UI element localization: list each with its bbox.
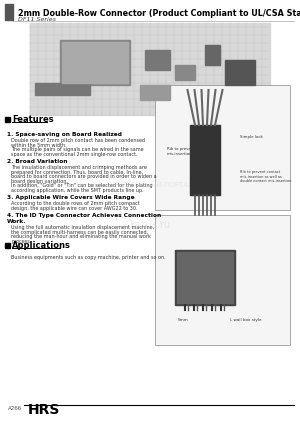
Bar — [190, 125, 220, 195]
Bar — [5, 4, 13, 20]
Text: the complicated multi-harness can be easily connected,: the complicated multi-harness can be eas… — [11, 230, 148, 235]
Text: ЭЛЕКТРОННЫЙ ПОРТАЛ: ЭЛЕКТРОННЫЙ ПОРТАЛ — [107, 181, 193, 188]
Text: design, the applicable wire can cover AWG22 to 30.: design, the applicable wire can cover AW… — [11, 206, 137, 210]
Text: The multiple pairs of signals can be wired in the same: The multiple pairs of signals can be wir… — [11, 147, 144, 152]
Text: L wall box style: L wall box style — [230, 318, 262, 322]
Text: Double row of 2mm pitch contact has been condensed: Double row of 2mm pitch contact has been… — [11, 138, 145, 143]
Text: In addition, "Gold" or "Tin" can be selected for the plating: In addition, "Gold" or "Tin" can be sele… — [11, 183, 153, 188]
Bar — [155, 85, 290, 210]
Text: Work.: Work. — [7, 219, 26, 224]
Bar — [5, 117, 10, 122]
Text: reducing the man-hour and eliminating the manual work: reducing the man-hour and eliminating th… — [11, 234, 151, 239]
Text: process.: process. — [11, 238, 31, 244]
Bar — [175, 65, 195, 80]
Text: Using the full automatic insulation displacement machine,: Using the full automatic insulation disp… — [11, 225, 154, 230]
Text: within the 5mm width.: within the 5mm width. — [11, 142, 67, 147]
Bar — [140, 85, 170, 100]
Text: Rib to prevent contact
mis-insertion as well as
double contact mis-insertion: Rib to prevent contact mis-insertion as … — [240, 170, 291, 183]
Text: 2mm Double-Row Connector (Product Compliant to UL/CSA Standard): 2mm Double-Row Connector (Product Compli… — [18, 8, 300, 17]
Text: board to board connectors are provided in order to widen a: board to board connectors are provided i… — [11, 174, 157, 179]
Bar — [62, 42, 128, 83]
Bar — [175, 250, 235, 305]
Text: Features: Features — [12, 114, 54, 124]
Bar — [145, 50, 170, 70]
Bar — [225, 60, 255, 85]
Text: 5mm: 5mm — [178, 318, 189, 322]
Text: Applications: Applications — [12, 241, 71, 249]
Bar — [60, 40, 130, 85]
Text: The insulation displacement and crimping methods are: The insulation displacement and crimping… — [11, 165, 147, 170]
Text: DF11 Series: DF11 Series — [18, 17, 56, 22]
Text: Simple lock: Simple lock — [240, 135, 263, 139]
Bar — [205, 45, 220, 65]
Text: HRS: HRS — [28, 403, 60, 417]
Text: 2. Broad Variation: 2. Broad Variation — [7, 159, 68, 164]
Text: 1. Space-saving on Board Realized: 1. Space-saving on Board Realized — [7, 132, 122, 137]
Text: According to the double rows of 2mm pitch compact: According to the double rows of 2mm pitc… — [11, 201, 140, 206]
Text: Rib to prevent
mis-insertion: Rib to prevent mis-insertion — [167, 147, 195, 156]
Text: according application, while the SMT products line up.: according application, while the SMT pro… — [11, 187, 144, 193]
Bar — [155, 215, 290, 345]
Text: 3. Applicable Wire Covers Wide Range: 3. Applicable Wire Covers Wide Range — [7, 195, 135, 200]
Text: prepared for connection. Thus, board to cable, In-line,: prepared for connection. Thus, board to … — [11, 170, 143, 175]
Text: board design variation.: board design variation. — [11, 178, 68, 184]
Bar — [35, 83, 90, 95]
Bar — [30, 23, 270, 115]
Text: Business equipments such as copy machine, printer and so on.: Business equipments such as copy machine… — [11, 255, 166, 260]
Text: A266: A266 — [8, 406, 22, 411]
Text: space as the conventional 2mm single-row contact.: space as the conventional 2mm single-row… — [11, 151, 137, 156]
Bar — [5, 243, 10, 248]
Bar — [177, 252, 233, 303]
Text: kazus.ru: kazus.ru — [129, 220, 171, 230]
Text: 4. The ID Type Connector Achieves Connection: 4. The ID Type Connector Achieves Connec… — [7, 213, 161, 218]
